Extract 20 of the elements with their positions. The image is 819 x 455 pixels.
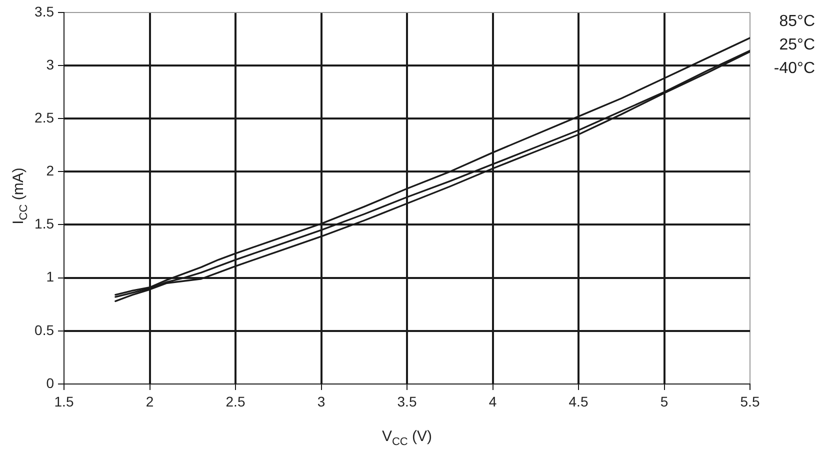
y-tick-label: 2.5 (34, 109, 54, 126)
series-label: 85°C (779, 12, 815, 30)
series-label: -40°C (774, 60, 815, 77)
y-tick-label: 0 (46, 374, 54, 391)
y-tick-label: 0.5 (34, 322, 54, 338)
y-tick-label: 1 (46, 268, 54, 285)
x-tick-label: 3.5 (397, 393, 417, 410)
x-tick-label: 4 (488, 393, 497, 410)
x-tick-label: 5 (660, 393, 668, 410)
x-axis-title: V$_{CC}$ (V) (380, 428, 434, 448)
x-tick-label: 5.5 (740, 393, 760, 410)
y-tick-label: 2 (46, 162, 54, 179)
x-tick-label: 2.5 (226, 393, 246, 410)
y-tick-label: 3 (46, 56, 54, 72)
y-tick-label: 1.5 (34, 216, 54, 232)
series-label: 25°C (779, 36, 815, 54)
x-tick-label: 3 (317, 393, 326, 410)
y-tick-label: 3.5 (34, 3, 54, 20)
x-tick-label: 2 (146, 393, 154, 410)
x-tick-label: 4.5 (568, 393, 588, 410)
